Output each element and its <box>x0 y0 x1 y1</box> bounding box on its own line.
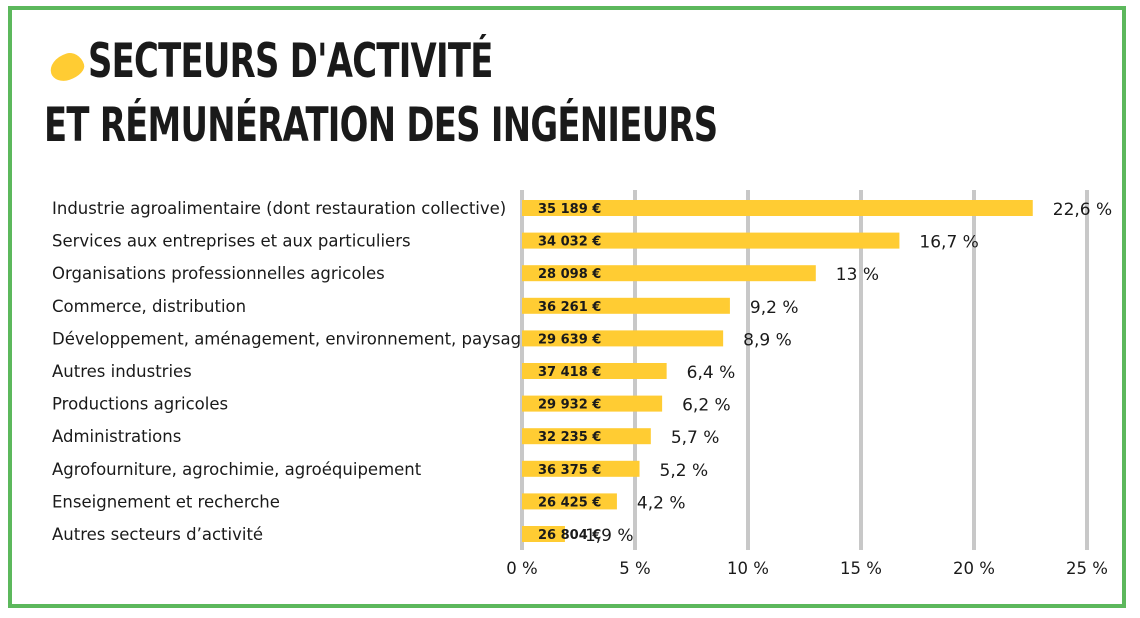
x-tick-label: 20 % <box>953 559 995 578</box>
salary-label: 35 189 € <box>538 202 601 217</box>
category-label: Agrofourniture, agrochimie, agroéquipeme… <box>52 460 422 479</box>
bar <box>522 330 724 347</box>
grid-line <box>746 190 750 550</box>
x-tick-label: 5 % <box>619 559 650 578</box>
bar <box>522 526 565 542</box>
salary-label: 26 804 € <box>538 528 601 543</box>
salary-label: 29 932 € <box>538 398 601 413</box>
value-label: 1,9 % <box>585 526 634 546</box>
grid-line <box>972 190 976 550</box>
salary-label: 26 425 € <box>538 495 601 510</box>
bar <box>522 493 617 510</box>
category-label: Développement, aménagement, environnemen… <box>52 329 531 348</box>
category-label: Enseignement et recherche <box>52 492 280 511</box>
salary-label: 34 032 € <box>538 235 601 250</box>
title-line-1: SECTEURS D'ACTIVITÉ <box>88 34 493 89</box>
bar <box>522 395 663 412</box>
bar <box>522 297 730 314</box>
salary-label: 37 418 € <box>538 365 601 380</box>
x-tick-label: 10 % <box>727 559 769 578</box>
value-label: 9,2 % <box>750 298 799 318</box>
value-label: 13 % <box>836 265 879 285</box>
x-tick-label: 25 % <box>1066 559 1108 578</box>
bar <box>522 232 900 249</box>
category-label: Commerce, distribution <box>52 297 246 316</box>
value-label: 4,2 % <box>637 493 686 513</box>
category-label: Services aux entreprises et aux particul… <box>52 232 411 251</box>
category-label: Autres industries <box>52 362 192 381</box>
value-label: 8,9 % <box>743 330 792 350</box>
value-label: 16,7 % <box>919 233 978 253</box>
bar <box>522 200 1033 216</box>
x-tick-label: 0 % <box>506 559 537 578</box>
salary-label: 36 375 € <box>538 463 601 478</box>
bar <box>522 363 667 379</box>
category-label: Autres secteurs d’activité <box>52 525 263 544</box>
category-label: Administrations <box>52 427 181 446</box>
value-label: 5,2 % <box>660 461 709 481</box>
category-label: Productions agricoles <box>52 395 228 414</box>
salary-label: 36 261 € <box>538 300 601 315</box>
bar <box>522 265 816 282</box>
salary-label: 29 639 € <box>538 332 601 347</box>
bar <box>522 460 640 477</box>
salary-label: 32 235 € <box>538 430 601 445</box>
salary-label: 28 098 € <box>538 267 601 282</box>
grid-line <box>859 190 863 550</box>
value-label: 22,6 % <box>1053 200 1112 220</box>
grid-line <box>1085 190 1089 550</box>
category-label: Organisations professionnelles agricoles <box>52 264 385 283</box>
value-label: 5,7 % <box>671 428 720 448</box>
x-tick-label: 15 % <box>840 559 882 578</box>
value-label: 6,2 % <box>682 396 731 416</box>
title-line-2: ET RÉMUNÉRATION DES INGÉNIEURS <box>44 98 718 153</box>
category-label: Industrie agroalimentaire (dont restaura… <box>52 199 506 218</box>
value-label: 6,4 % <box>687 363 736 383</box>
bar <box>522 428 651 445</box>
